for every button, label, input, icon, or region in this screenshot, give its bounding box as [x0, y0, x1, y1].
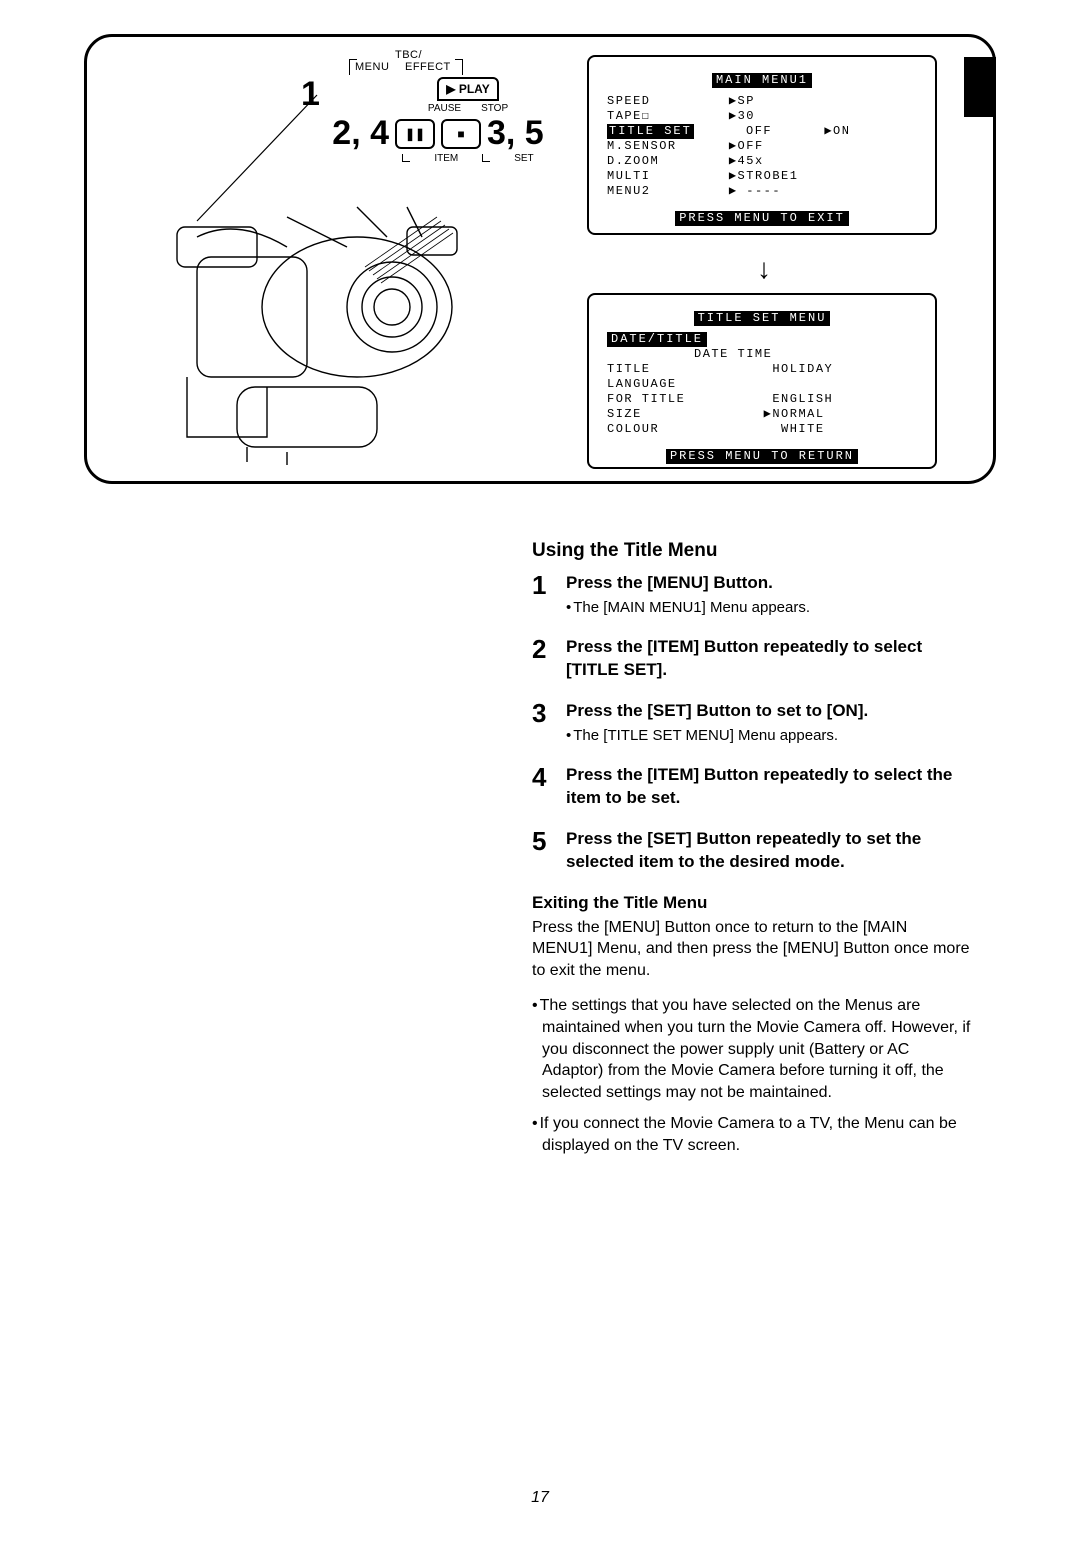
step-sub: The [TITLE SET MENU] Menu appears. — [566, 726, 972, 746]
screen2-footer: PRESS MENU TO RETURN — [666, 449, 858, 464]
control-diagram: TBC/ MENU EFFECT 1 ▶ PLAY PAUSE STOP 2, … — [297, 51, 567, 164]
step-1: 1 Press the [MENU] Button. The [MAIN MEN… — [532, 572, 972, 618]
step-text: Press the [ITEM] Button repeatedly to se… — [566, 764, 972, 810]
menu-row: M.SENSOR ▶OFF — [607, 139, 917, 154]
tbc-label: TBC/ — [395, 49, 422, 61]
step-number: 1 — [532, 572, 566, 618]
item-button: ❚❚ — [395, 119, 435, 149]
set-button: ■ — [441, 119, 481, 149]
screen1-title: MAIN MENU1 — [712, 73, 812, 88]
step-4: 4 Press the [ITEM] Button repeatedly to … — [532, 764, 972, 810]
step-num-24: 2, 4 — [332, 114, 389, 153]
instructions: Using the Title Menu 1 Press the [MENU] … — [532, 538, 972, 1167]
menu-row: D.ZOOM ▶45x — [607, 154, 917, 169]
step-5: 5 Press the [SET] Button repeatedly to s… — [532, 828, 972, 874]
page-tab — [964, 57, 996, 117]
note-item: If you connect the Movie Camera to a TV,… — [532, 1113, 972, 1156]
step-3: 3 Press the [SET] Button to set to [ON].… — [532, 700, 972, 746]
down-arrow-icon: ↓ — [757, 253, 771, 285]
menu-row: MULTI ▶STROBE1 — [607, 169, 917, 184]
menu-row: SPEED ▶SP — [607, 94, 917, 109]
page-number: 17 — [0, 1489, 1080, 1507]
menu-row: TAPE☐ ▶30 — [607, 109, 917, 124]
step-sub: The [MAIN MENU1] Menu appears. — [566, 598, 972, 618]
note-item: The settings that you have selected on t… — [532, 995, 972, 1103]
item-label: ITEM — [434, 153, 458, 164]
step-text: Press the [ITEM] Button repeatedly to se… — [566, 636, 972, 682]
stop-label: STOP — [481, 103, 508, 114]
step-2: 2 Press the [ITEM] Button repeatedly to … — [532, 636, 972, 682]
figure-box: TBC/ MENU EFFECT 1 ▶ PLAY PAUSE STOP 2, … — [84, 34, 996, 484]
step-number: 2 — [532, 636, 566, 682]
step-number: 4 — [532, 764, 566, 810]
step-number: 3 — [532, 700, 566, 746]
menu-row: DATE/TITLE — [607, 332, 917, 347]
section-heading: Using the Title Menu — [532, 538, 972, 564]
set-label: SET — [514, 153, 533, 164]
step-number: 5 — [532, 828, 566, 874]
screen2-rows: DATE/TITLE DATE TIME TITLE HOLIDAY LANGU… — [607, 332, 917, 437]
menu-row: TITLE SET OFF ▶ON — [607, 124, 917, 139]
notes-list: The settings that you have selected on t… — [532, 995, 972, 1156]
exit-heading: Exiting the Title Menu — [532, 892, 972, 915]
menu-label: MENU — [355, 61, 389, 73]
step-num-35: 3, 5 — [487, 114, 544, 153]
play-button: ▶ PLAY — [437, 77, 499, 101]
screen2-title: TITLE SET MENU — [694, 311, 831, 326]
menu-row: MENU2 ▶ ---- — [607, 184, 917, 199]
step-text: Press the [SET] Button to set to [ON]. — [566, 700, 972, 723]
effect-label: EFFECT — [405, 61, 451, 73]
menu-row: DATE TIME — [607, 347, 917, 362]
step-text: Press the [SET] Button repeatedly to set… — [566, 828, 972, 874]
title-set-menu-screen: TITLE SET MENU DATE/TITLE DATE TIME TITL… — [587, 293, 937, 469]
menu-row: COLOUR WHITE — [607, 422, 917, 437]
menu-row: TITLE HOLIDAY — [607, 362, 917, 377]
menu-row: FOR TITLE ENGLISH — [607, 392, 917, 407]
pause-label: PAUSE — [428, 103, 461, 114]
menu-row: LANGUAGE — [607, 377, 917, 392]
exit-text: Press the [MENU] Button once to return t… — [532, 917, 972, 982]
screen1-rows: SPEED ▶SP TAPE☐ ▶30 TITLE SET OFF ▶ON M.… — [607, 94, 917, 199]
menu-row: SIZE ▶NORMAL — [607, 407, 917, 422]
step-text: Press the [MENU] Button. — [566, 572, 972, 595]
camera-illustration — [147, 187, 477, 467]
screen1-footer: PRESS MENU TO EXIT — [675, 211, 849, 226]
main-menu-screen: MAIN MENU1 SPEED ▶SP TAPE☐ ▶30 TITLE SET… — [587, 55, 937, 235]
